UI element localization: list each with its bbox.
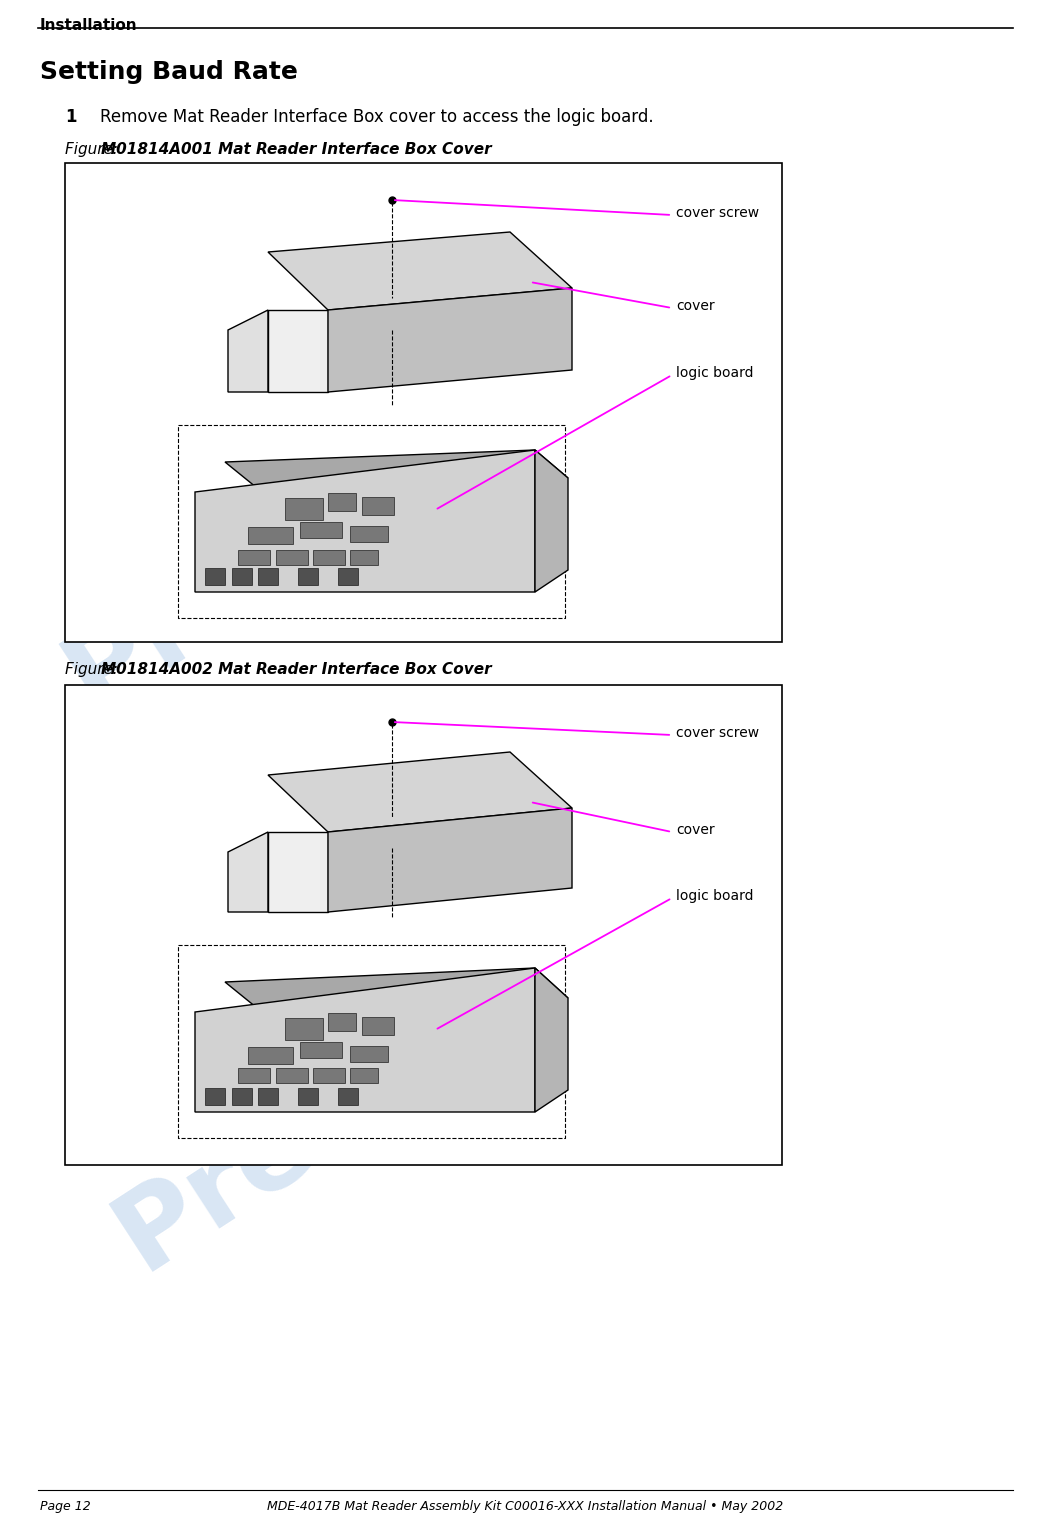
Polygon shape: [276, 550, 308, 565]
Polygon shape: [276, 1069, 308, 1082]
Polygon shape: [257, 1088, 279, 1105]
Polygon shape: [268, 310, 328, 392]
Polygon shape: [328, 809, 572, 912]
Text: cover screw: cover screw: [676, 207, 759, 220]
Polygon shape: [350, 1046, 388, 1062]
Text: M01814A001 Mat Reader Interface Box Cover: M01814A001 Mat Reader Interface Box Cove…: [101, 141, 492, 157]
Polygon shape: [362, 1017, 394, 1035]
Polygon shape: [350, 526, 388, 543]
Polygon shape: [285, 499, 323, 520]
Polygon shape: [362, 497, 394, 515]
Polygon shape: [238, 550, 270, 565]
Polygon shape: [238, 1069, 270, 1082]
Polygon shape: [268, 752, 572, 831]
Polygon shape: [225, 968, 568, 1012]
Polygon shape: [535, 968, 568, 1113]
Polygon shape: [350, 550, 378, 565]
Polygon shape: [535, 450, 568, 591]
Polygon shape: [328, 1012, 356, 1031]
Polygon shape: [328, 492, 356, 511]
Polygon shape: [300, 521, 342, 538]
Polygon shape: [248, 527, 293, 544]
Polygon shape: [268, 233, 572, 310]
Text: Remove Mat Reader Interface Box cover to access the logic board.: Remove Mat Reader Interface Box cover to…: [100, 108, 654, 126]
Text: cover screw: cover screw: [676, 727, 759, 740]
Text: logic board: logic board: [676, 366, 754, 380]
Polygon shape: [195, 450, 535, 591]
Text: Preliminary: Preliminary: [98, 807, 763, 1292]
Text: Figure:: Figure:: [65, 141, 123, 157]
Polygon shape: [350, 1069, 378, 1082]
Text: 1: 1: [65, 108, 77, 126]
Bar: [65, 686, 782, 1164]
Polygon shape: [300, 1043, 342, 1058]
Polygon shape: [313, 550, 345, 565]
Text: Installation: Installation: [40, 18, 138, 33]
Text: cover: cover: [676, 822, 715, 838]
Polygon shape: [338, 1088, 358, 1105]
Text: M01814A002 Mat Reader Interface Box Cover: M01814A002 Mat Reader Interface Box Cove…: [101, 663, 492, 676]
Polygon shape: [205, 568, 225, 585]
Polygon shape: [285, 1018, 323, 1040]
Polygon shape: [205, 1088, 225, 1105]
Polygon shape: [268, 831, 328, 912]
Text: logic board: logic board: [676, 889, 754, 903]
Polygon shape: [338, 568, 358, 585]
Text: Figure:: Figure:: [65, 663, 123, 676]
Bar: [65, 163, 782, 641]
Polygon shape: [248, 1047, 293, 1064]
Polygon shape: [228, 831, 268, 912]
Text: Page 12: Page 12: [40, 1500, 90, 1512]
Polygon shape: [195, 968, 535, 1113]
Text: cover: cover: [676, 299, 715, 313]
Polygon shape: [228, 310, 268, 392]
Text: Preliminary: Preliminary: [47, 248, 713, 733]
Polygon shape: [232, 568, 252, 585]
Polygon shape: [232, 1088, 252, 1105]
Text: MDE-4017B Mat Reader Assembly Kit C00016-XXX Installation Manual • May 2002: MDE-4017B Mat Reader Assembly Kit C00016…: [267, 1500, 783, 1512]
Polygon shape: [313, 1069, 345, 1082]
Polygon shape: [298, 1088, 318, 1105]
Polygon shape: [225, 450, 568, 492]
Polygon shape: [257, 568, 279, 585]
Polygon shape: [298, 568, 318, 585]
Polygon shape: [328, 287, 572, 392]
Text: Setting Baud Rate: Setting Baud Rate: [40, 59, 297, 84]
